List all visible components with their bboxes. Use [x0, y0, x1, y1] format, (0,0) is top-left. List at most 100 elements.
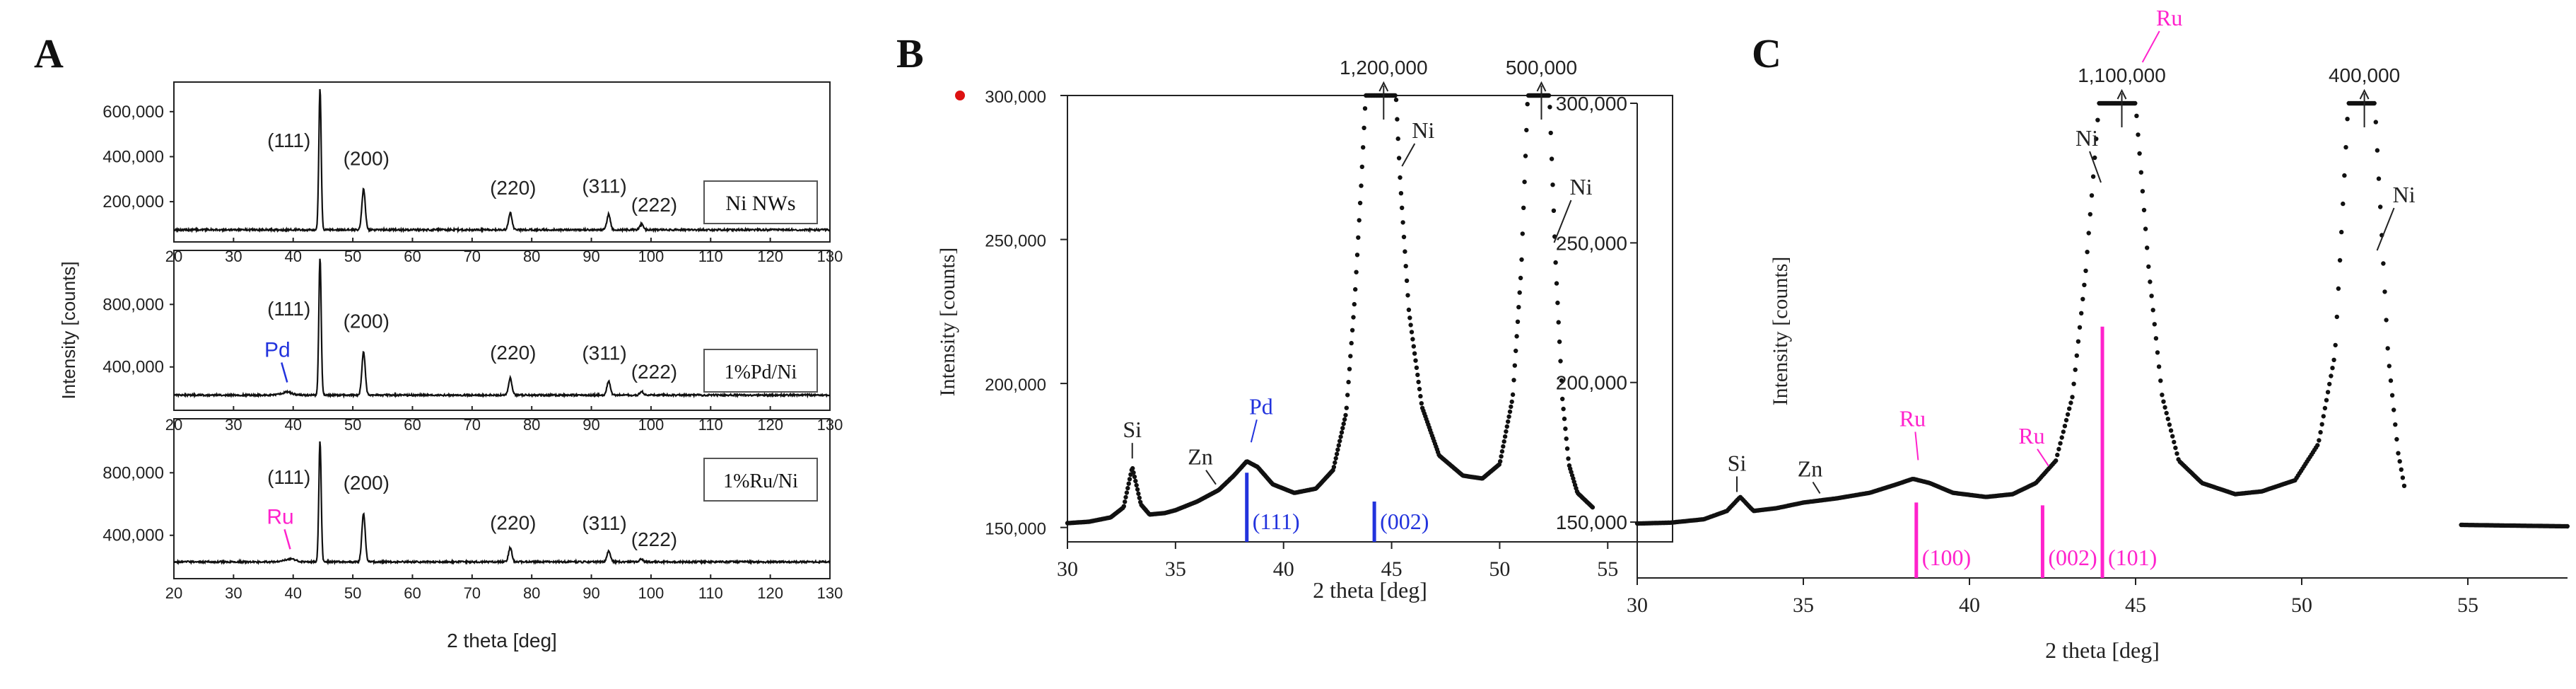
y-tick-label: 400,000 — [103, 358, 164, 377]
annotation-arrow — [2037, 448, 2049, 467]
annotation-arrow — [1553, 199, 1572, 243]
x-tick-label: 70 — [464, 248, 481, 265]
y-tick-label: 150,000 — [1556, 511, 1627, 533]
x-tick-label: 70 — [464, 584, 481, 602]
peak-label: (200) — [344, 148, 390, 170]
marker-dot — [955, 91, 965, 100]
annotation-arrow — [2376, 207, 2395, 251]
x-tick-label: 40 — [1959, 594, 1980, 617]
x-tick-label: 70 — [464, 416, 481, 434]
x-axis-label: 2 theta [deg] — [1313, 577, 1427, 603]
phase-label: Ru — [1899, 405, 1926, 431]
phase-label: Ni — [1569, 174, 1592, 199]
x-tick-label: 35 — [1793, 594, 1814, 617]
offscale-peak-label: 1,100,000 — [2078, 64, 2166, 86]
x-tick-label: 30 — [225, 584, 242, 602]
x-tick-label: 40 — [284, 584, 301, 602]
annotation-arrow — [1205, 470, 1217, 485]
offscale-peak-label: 500,000 — [1506, 57, 1577, 79]
x-tick-label: 55 — [2457, 594, 2478, 617]
peak-label: (220) — [490, 511, 536, 533]
y-tick-label: 300,000 — [1556, 93, 1627, 115]
x-tick-label: 80 — [523, 584, 540, 602]
data-point-series — [1065, 93, 1596, 526]
reference-label: (111) — [1253, 509, 1300, 534]
x-tick-label: 60 — [404, 416, 421, 434]
panel-a-chart: Intensity [counts] 2 theta [deg] Ni NWs … — [58, 81, 843, 652]
annotation-arrow — [1250, 419, 1258, 443]
legend-box: 1%Pd/Ni — [703, 349, 818, 393]
panel-label-c: C — [1752, 30, 1781, 76]
x-axis-label: 2 theta [deg] — [2045, 637, 2160, 663]
data-point-series — [1634, 100, 2407, 526]
x-tick-label: 55 — [1597, 557, 1618, 581]
reference-label: (002) — [2048, 545, 2097, 570]
x-tick-label: 60 — [404, 248, 421, 265]
phase-label: Ni — [2393, 182, 2416, 207]
x-tick-label: 100 — [638, 416, 665, 434]
data-point-series — [2459, 522, 2570, 529]
reference-label: (101) — [2108, 545, 2157, 570]
peak-label: (222) — [631, 194, 677, 216]
x-tick-label: 110 — [698, 584, 723, 602]
peak-label: (111) — [267, 466, 310, 488]
phase-label: Si — [1123, 417, 1142, 442]
peak-label: (220) — [490, 177, 536, 199]
x-tick-label: 120 — [757, 584, 783, 602]
panel-b-chart: Intensity [counts] 2 theta [deg] 30 35 40 4… — [936, 57, 1673, 603]
x-tick-label: 35 — [1165, 557, 1186, 581]
peak-label: (200) — [344, 311, 390, 332]
y-axis-label: Intensity [counts] — [936, 248, 959, 397]
x-tick-label: 40 — [1273, 557, 1294, 581]
offscale-arrowhead — [2117, 88, 2127, 100]
reference-label: (100) — [1922, 545, 1971, 570]
x-tick-label: 100 — [638, 584, 665, 602]
peak-label: (220) — [490, 342, 536, 364]
y-tick-label: 400,000 — [103, 526, 164, 545]
y-tick-label: 200,000 — [103, 192, 164, 212]
x-tick-label: 120 — [757, 248, 783, 265]
x-tick-label: 100 — [638, 248, 665, 265]
phase-label: Pd — [264, 339, 291, 362]
x-tick-label: 120 — [757, 416, 783, 434]
peak-label: (111) — [267, 129, 310, 151]
diffraction-pattern-line — [173, 258, 831, 399]
peak-label: (111) — [267, 298, 310, 320]
annotation-arrow — [1812, 481, 1821, 494]
y-tick-label: 200,000 — [1556, 372, 1627, 394]
y-tick-label: 200,000 — [985, 376, 1046, 395]
subplot-frame — [173, 250, 831, 411]
offscale-arrowhead — [1536, 81, 1547, 92]
subplot-frame — [173, 418, 831, 579]
x-tick-label: 45 — [1381, 557, 1403, 581]
x-tick-label: 20 — [165, 584, 182, 602]
y-tick-label: 150,000 — [985, 520, 1046, 539]
panel-label-b: B — [896, 30, 924, 76]
y-tick-label: 250,000 — [985, 232, 1046, 251]
x-tick-label: 20 — [165, 416, 182, 434]
y-tick-label: 800,000 — [103, 463, 164, 482]
x-tick-label: 30 — [1627, 594, 1648, 617]
y-tick-label: 400,000 — [103, 147, 164, 166]
x-tick-label: 40 — [284, 416, 301, 434]
x-tick-label: 30 — [225, 248, 242, 265]
x-tick-label: 50 — [1489, 557, 1510, 581]
phase-label: Ni — [1412, 117, 1434, 143]
offscale-peak-label: 1,200,000 — [1340, 57, 1428, 79]
x-tick-label: 45 — [2125, 594, 2146, 617]
y-axis-label: Intensity [counts] — [1769, 257, 1792, 406]
peak-label: (222) — [631, 528, 677, 550]
legend-label: 1%Ru/Ni — [723, 470, 798, 492]
annotation-arrow — [1401, 143, 1416, 167]
phase-label: Zn — [1798, 456, 1823, 481]
annotation-arrow — [281, 362, 288, 383]
peak-label: (311) — [582, 512, 626, 534]
x-tick-label: 110 — [698, 416, 723, 434]
x-tick-label: 30 — [225, 416, 242, 434]
annotation-arrow — [2089, 151, 2102, 183]
phase-label: Ni — [2076, 125, 2098, 151]
axis-frame — [1067, 95, 1673, 543]
offscale-arrowhead — [2359, 88, 2370, 100]
x-tick-label: 90 — [582, 416, 599, 434]
